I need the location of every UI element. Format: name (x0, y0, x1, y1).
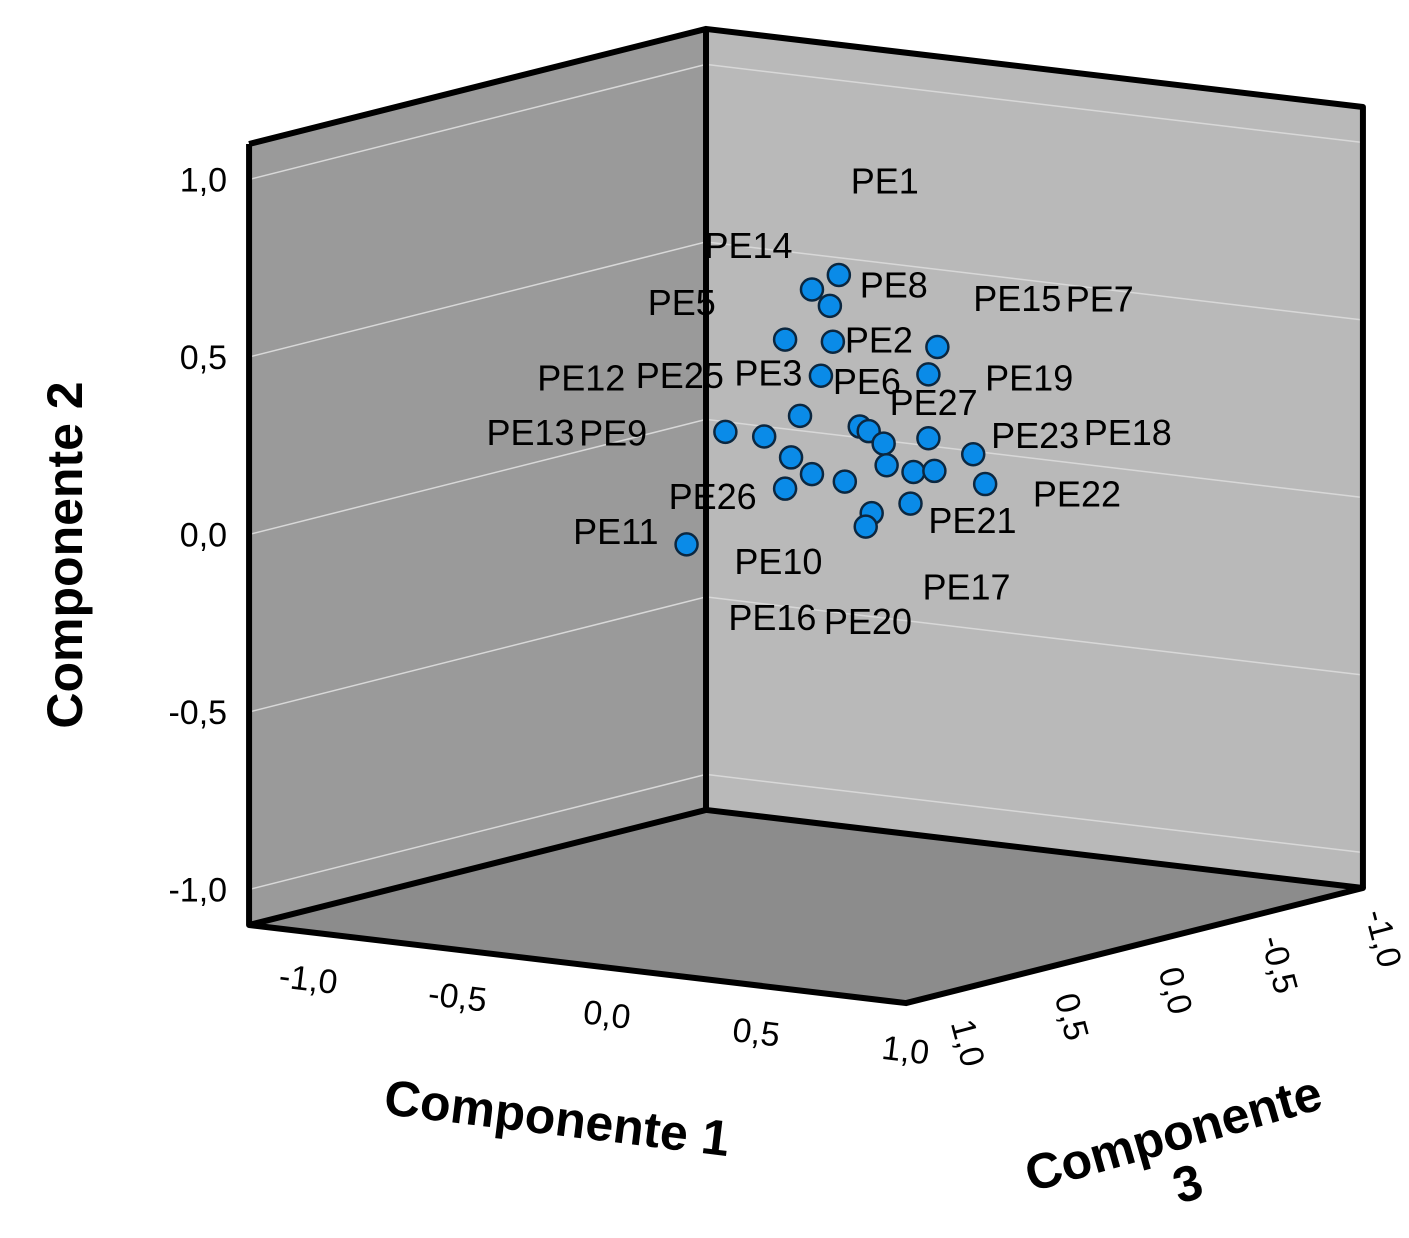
z-axis-title: Componente3 (1019, 1065, 1342, 1238)
point-label: PE21 (928, 500, 1016, 541)
point-label: PE15 (973, 278, 1061, 319)
data-point (778, 445, 804, 470)
point-label: PE23 (991, 415, 1079, 456)
data-point (820, 329, 846, 354)
data-point (808, 363, 834, 389)
y-tick-label: -1,0 (168, 871, 227, 909)
data-point (925, 334, 950, 360)
z-axis-title-line: 3 (1167, 1153, 1209, 1214)
data-point (916, 362, 941, 387)
point-label: PE8 (860, 265, 928, 306)
point-label: PE5 (648, 282, 716, 323)
point-label: PE27 (890, 382, 978, 423)
box-edge (246, 143, 1366, 1007)
y-tick-label: -0,5 (168, 694, 227, 732)
data-point (898, 491, 923, 516)
point-label: PE22 (1033, 473, 1121, 514)
z-tick-label: -1,0 (1357, 905, 1409, 971)
data-point (751, 424, 777, 449)
data-point (826, 262, 852, 288)
data-point (674, 532, 699, 557)
data-point (960, 441, 986, 467)
point-label: PE6 (833, 361, 901, 402)
y-axis-title: Componente 2 (37, 381, 93, 728)
y-tick-label: 1,0 (180, 161, 227, 199)
x-axis-title: Componente 1 (381, 1069, 732, 1167)
data-point (772, 476, 798, 501)
data-point (713, 419, 738, 445)
point-label: PE3 (734, 353, 802, 394)
z-tick-label: 0,5 (1047, 989, 1096, 1044)
point-label: PE18 (1084, 412, 1172, 453)
point-label: PE17 (922, 567, 1010, 608)
data-point (817, 293, 843, 319)
point-label: PE9 (579, 412, 647, 453)
point-label: PE13 (486, 412, 574, 453)
point-label: PE14 (704, 225, 792, 266)
point-label: PE25 (636, 355, 724, 396)
x-tick-label: 0,5 (730, 1011, 782, 1054)
z-tick-label: 0,0 (1151, 963, 1200, 1018)
data-point (799, 277, 825, 302)
y-tick-label: 0,0 (180, 516, 227, 554)
data-point (916, 426, 941, 451)
data-point (922, 458, 947, 484)
x-tick-label: -0,5 (426, 975, 489, 1020)
point-label: PE11 (573, 511, 658, 552)
box-edge (248, 25, 1366, 889)
point-label: PE7 (1066, 278, 1134, 319)
x-tick-label: 0,0 (581, 993, 633, 1036)
point-label: PE1 (851, 161, 919, 202)
point-label: PE10 (734, 541, 822, 582)
data-point (799, 461, 825, 487)
y-tick-label: 0,5 (180, 339, 227, 377)
data-point (787, 403, 813, 429)
data-point (853, 514, 878, 539)
floor (249, 809, 1363, 1004)
x-tick-label: 1,0 (880, 1029, 932, 1072)
z-tick-label: -0,5 (1253, 931, 1305, 997)
point-label: PE26 (669, 476, 757, 517)
z-tick-label: 1,0 (943, 1015, 992, 1070)
data-point (772, 327, 798, 352)
point-label: PE2 (845, 320, 913, 361)
point-label: PE12 (537, 358, 625, 399)
x-tick-label: -1,0 (277, 957, 340, 1002)
data-point (874, 452, 899, 478)
point-label: PE16 (728, 597, 816, 638)
data-point (871, 431, 896, 456)
data-point (972, 471, 998, 497)
data-point (901, 459, 926, 485)
point-label: PE20 (824, 601, 912, 642)
point-label: PE19 (985, 358, 1073, 399)
data-point (832, 469, 858, 494)
